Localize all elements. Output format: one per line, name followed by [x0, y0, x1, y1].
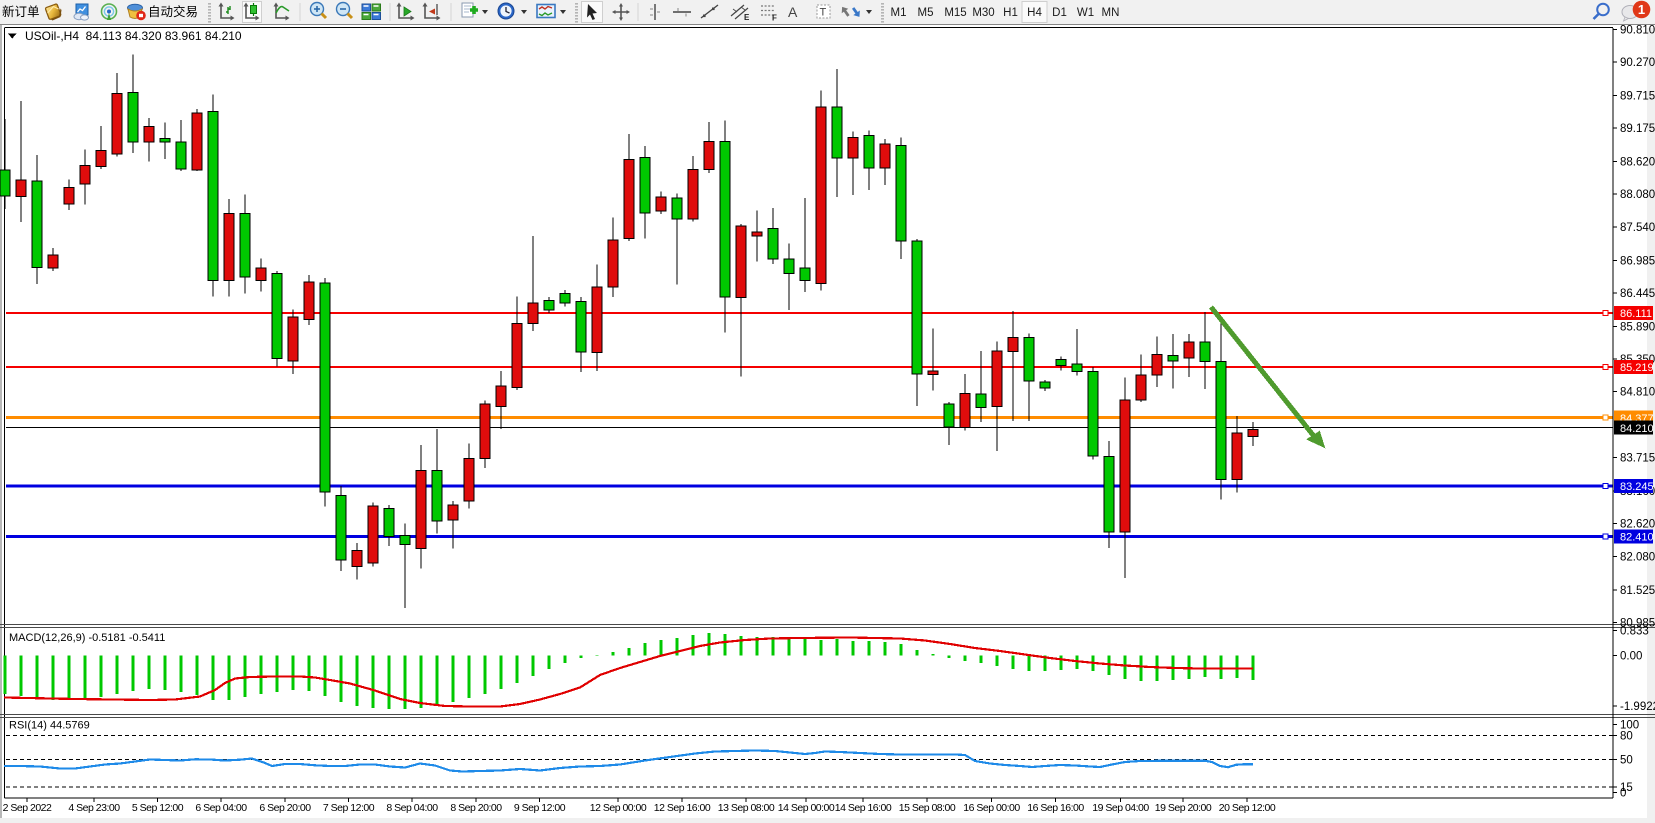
- svg-text:M1: M1: [891, 7, 907, 19]
- svg-text:50: 50: [1620, 754, 1633, 766]
- svg-text:14 Sep 16:00: 14 Sep 16:00: [835, 802, 892, 814]
- svg-text:80.985: 80.985: [1620, 617, 1655, 629]
- svg-text:82.410: 82.410: [1620, 532, 1654, 544]
- svg-text:D1: D1: [1052, 7, 1067, 19]
- svg-text:7 Sep 12:00: 7 Sep 12:00: [323, 802, 375, 814]
- svg-text:6 Sep 20:00: 6 Sep 20:00: [259, 802, 311, 814]
- svg-text:E: E: [744, 13, 750, 22]
- svg-text:MN: MN: [1102, 7, 1120, 19]
- svg-text:RSI(14) 44.5769: RSI(14) 44.5769: [9, 720, 90, 732]
- svg-text:89.175: 89.175: [1620, 123, 1655, 135]
- svg-text:8 Sep 20:00: 8 Sep 20:00: [450, 802, 502, 814]
- svg-text:自动交易: 自动交易: [148, 4, 198, 19]
- svg-text:M15: M15: [944, 7, 966, 19]
- svg-text:F: F: [772, 14, 777, 23]
- svg-text:H1: H1: [1003, 7, 1018, 19]
- svg-text:M30: M30: [972, 7, 994, 19]
- svg-text:1: 1: [1638, 2, 1645, 17]
- svg-text:85.890: 85.890: [1620, 321, 1655, 333]
- svg-text:82.620: 82.620: [1620, 519, 1655, 531]
- svg-text:88.620: 88.620: [1620, 157, 1655, 169]
- svg-text:13 Sep 08:00: 13 Sep 08:00: [718, 802, 775, 814]
- svg-text:8 Sep 04:00: 8 Sep 04:00: [386, 802, 438, 814]
- svg-text:USOil-,H4 84.113 84.320 83.96: USOil-,H4 84.113 84.320 83.961 84.210: [25, 29, 242, 43]
- svg-text:T: T: [820, 7, 827, 19]
- svg-text:86.111: 86.111: [1620, 308, 1652, 320]
- svg-text:9 Sep 12:00: 9 Sep 12:00: [514, 802, 566, 814]
- svg-text:100: 100: [1620, 719, 1639, 731]
- svg-text:14 Sep 00:00: 14 Sep 00:00: [778, 802, 835, 814]
- svg-text:81.525: 81.525: [1620, 585, 1655, 597]
- svg-text:12 Sep 16:00: 12 Sep 16:00: [654, 802, 711, 814]
- svg-text:86.445: 86.445: [1620, 288, 1655, 300]
- svg-text:新订单: 新订单: [2, 4, 40, 19]
- svg-text:0: 0: [1620, 788, 1626, 800]
- svg-text:4 Sep 23:00: 4 Sep 23:00: [68, 802, 120, 814]
- svg-text:80: 80: [1620, 731, 1633, 743]
- svg-text:88.080: 88.080: [1620, 189, 1655, 201]
- svg-text:84.810: 84.810: [1620, 387, 1655, 399]
- svg-text:16 Sep 16:00: 16 Sep 16:00: [1027, 802, 1084, 814]
- svg-text:12 Sep 00:00: 12 Sep 00:00: [590, 802, 647, 814]
- svg-text:89.715: 89.715: [1620, 91, 1655, 103]
- svg-text:16 Sep 00:00: 16 Sep 00:00: [963, 802, 1020, 814]
- svg-text:85.219: 85.219: [1620, 362, 1654, 374]
- svg-text:MACD(12,26,9) -0.5181 -0.5411: MACD(12,26,9) -0.5181 -0.5411: [9, 632, 165, 644]
- svg-text:90.270: 90.270: [1620, 57, 1655, 69]
- svg-text:86.985: 86.985: [1620, 255, 1655, 267]
- svg-text:20 Sep 12:00: 20 Sep 12:00: [1219, 802, 1276, 814]
- svg-text:0.833: 0.833: [1620, 626, 1649, 638]
- svg-text:6 Sep 04:00: 6 Sep 04:00: [195, 802, 247, 814]
- svg-text:2 Sep 2022: 2 Sep 2022: [3, 802, 52, 814]
- svg-text:5 Sep 12:00: 5 Sep 12:00: [132, 802, 184, 814]
- svg-text:87.540: 87.540: [1620, 222, 1655, 234]
- svg-text:15: 15: [1620, 782, 1633, 794]
- svg-text:-1.9922: -1.9922: [1620, 701, 1655, 713]
- svg-text:0.00: 0.00: [1620, 650, 1642, 662]
- svg-text:83.245: 83.245: [1620, 481, 1654, 493]
- svg-text:82.080: 82.080: [1620, 551, 1655, 563]
- svg-text:H4: H4: [1027, 7, 1042, 19]
- svg-text:90.810: 90.810: [1620, 24, 1655, 36]
- svg-text:83.715: 83.715: [1620, 453, 1655, 465]
- svg-text:M5: M5: [918, 7, 934, 19]
- svg-text:W1: W1: [1077, 7, 1094, 19]
- svg-text:19 Sep 20:00: 19 Sep 20:00: [1155, 802, 1212, 814]
- svg-text:A: A: [788, 4, 798, 20]
- svg-text:84.210: 84.210: [1620, 423, 1654, 435]
- svg-text:19 Sep 04:00: 19 Sep 04:00: [1092, 802, 1149, 814]
- svg-text:15 Sep 08:00: 15 Sep 08:00: [899, 802, 956, 814]
